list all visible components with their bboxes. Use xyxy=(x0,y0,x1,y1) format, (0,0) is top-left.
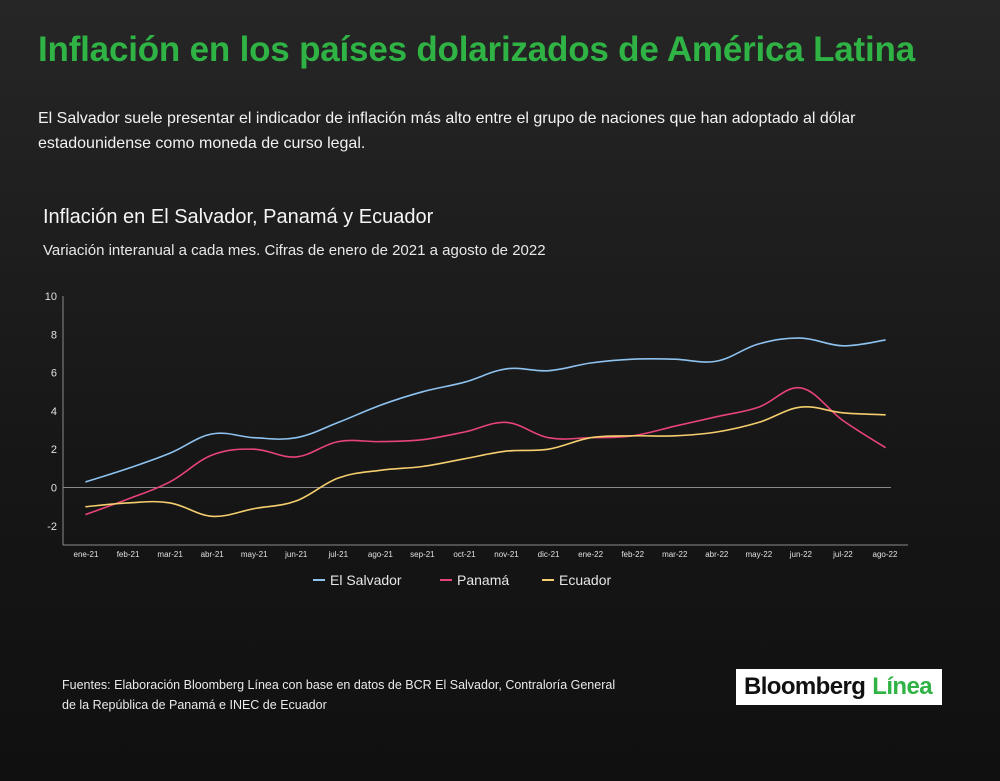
chart-legend: El Salvador Panamá Ecuador xyxy=(313,572,611,588)
y-tick-label: 8 xyxy=(51,329,57,341)
chart-series xyxy=(85,337,886,518)
x-tick-label: nov-21 xyxy=(494,550,519,559)
series-line-panama xyxy=(85,387,886,516)
x-tick-label: jul-22 xyxy=(832,550,853,559)
x-tick-label: ene-22 xyxy=(578,550,603,559)
series-line-ecuador xyxy=(85,406,886,518)
y-tick-label: 6 xyxy=(51,368,57,380)
y-tick-label: 0 xyxy=(51,483,57,495)
x-tick-label: may-21 xyxy=(241,550,268,559)
y-tick-label: 4 xyxy=(51,406,57,418)
chart-title: Inflación en El Salvador, Panamá y Ecuad… xyxy=(43,206,434,228)
series-line-el-salvador xyxy=(85,337,886,483)
x-tick-label: feb-22 xyxy=(621,550,644,559)
legend-label-panama: Panamá xyxy=(457,572,509,588)
x-tick-label: abr-21 xyxy=(201,550,225,559)
x-tick-label: ene-21 xyxy=(74,550,99,559)
description: El Salvador suele presentar el indicador… xyxy=(38,110,856,152)
legend-label-el-salvador: El Salvador xyxy=(330,572,402,588)
headline: Inflación en los países dolarizados de A… xyxy=(38,30,915,69)
x-tick-label: ago-21 xyxy=(368,550,393,559)
x-tick-label: sep-21 xyxy=(410,550,435,559)
y-tick-label: 10 xyxy=(45,291,57,303)
x-tick-label: dic-21 xyxy=(538,550,560,559)
x-tick-label: jun-22 xyxy=(789,550,813,559)
x-tick-label: oct-21 xyxy=(453,550,476,559)
x-tick-label: jul-21 xyxy=(328,550,349,559)
logo-word-linea: Línea xyxy=(872,673,932,700)
x-tick-label: ago-22 xyxy=(873,550,898,559)
chart-axes: 10 8 6 4 2 0 -2 ene-21 feb-21 mar-21 abr-21 may-21 j… xyxy=(45,291,908,559)
x-tick-label: feb-21 xyxy=(117,550,140,559)
y-tick-label: 2 xyxy=(51,444,57,456)
source-note: Fuentes: Elaboración Bloomberg Línea con… xyxy=(62,678,616,712)
x-tick-label: mar-22 xyxy=(662,550,688,559)
y-tick-label: -2 xyxy=(47,521,57,533)
x-tick-label: mar-21 xyxy=(157,550,183,559)
x-tick-label: may-22 xyxy=(745,550,772,559)
legend-label-ecuador: Ecuador xyxy=(559,572,611,588)
chart-subtitle: Variación interanual a cada mes. Cifras … xyxy=(43,242,546,259)
x-tick-label: abr-22 xyxy=(705,550,729,559)
x-tick-label: jun-21 xyxy=(284,550,308,559)
inflation-line-chart: 10 8 6 4 2 0 -2 ene-21 feb-21 mar-21 abr-21 may-21 j… xyxy=(45,291,908,588)
bloomberg-linea-logo: Bloomberg Línea xyxy=(736,669,942,705)
logo-word-bloomberg: Bloomberg xyxy=(744,673,866,700)
